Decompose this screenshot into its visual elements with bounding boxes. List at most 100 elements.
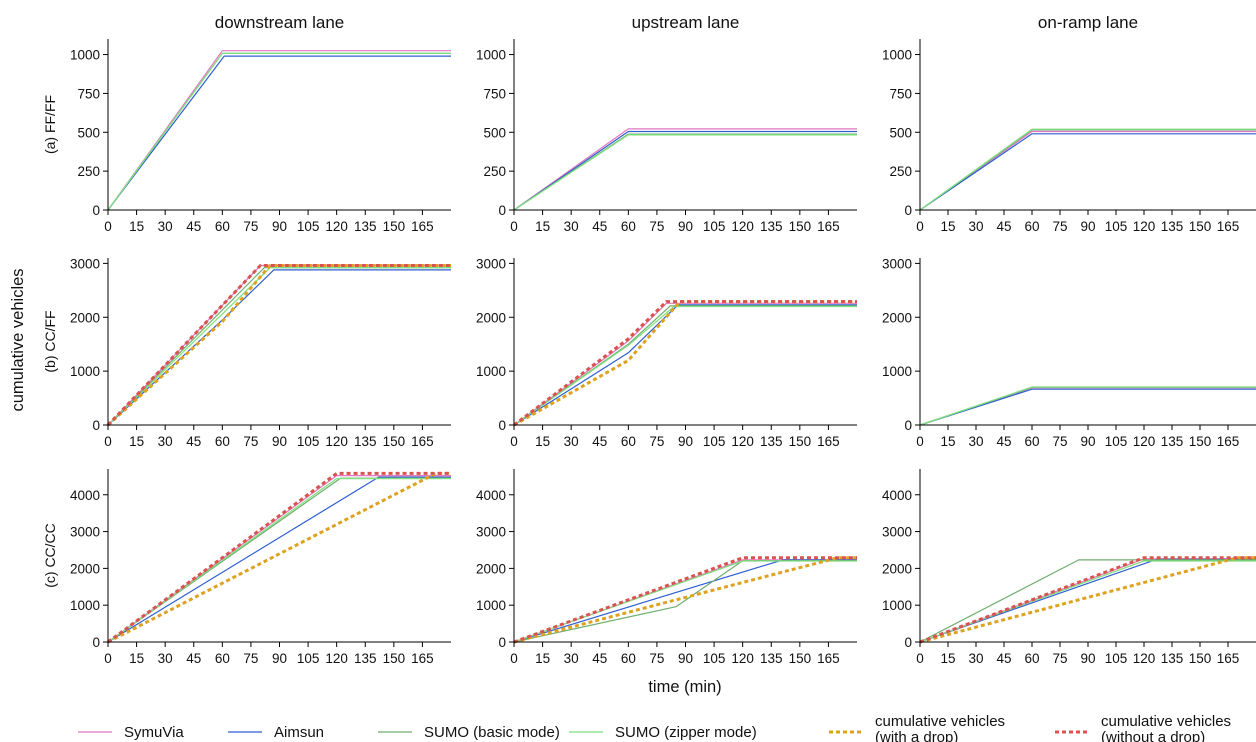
series-line [107, 471, 451, 644]
series-line [107, 478, 451, 643]
legend-label: SUMO (basic mode) [424, 724, 560, 741]
x-tick-label: 135 [760, 219, 783, 234]
x-tick-label: 60 [1024, 434, 1039, 449]
series-line [919, 129, 1256, 211]
x-tick-label: 150 [1189, 651, 1212, 666]
x-tick-label: 30 [968, 651, 983, 666]
x-tick-label: 105 [297, 651, 320, 666]
x-tick-label: 75 [1052, 651, 1067, 666]
panel: 0 1000 2000 3000 4000 0 15 30 45 60 75 90 105 120 135 1… [476, 469, 857, 666]
series-line [919, 559, 1256, 643]
x-tick-label: 135 [760, 651, 783, 666]
x-tick-label: 90 [678, 219, 693, 234]
series-line [513, 305, 857, 426]
y-tick-label: 0 [904, 635, 912, 650]
x-tick-label: 45 [186, 219, 201, 234]
x-tick-label: 165 [1217, 651, 1240, 666]
x-tick-label: 165 [817, 434, 840, 449]
series-line [513, 305, 857, 426]
y-tick-label: 1000 [882, 48, 912, 63]
x-tick-label: 45 [592, 651, 607, 666]
x-tick-label: 105 [1105, 651, 1128, 666]
x-tick-label: 90 [1080, 219, 1095, 234]
x-tick-label: 45 [186, 651, 201, 666]
series-line [107, 52, 451, 211]
panel: 0 1000 2000 3000 4000 0 15 30 45 60 75 90 105 120 135 1… [70, 469, 451, 666]
y-tick-label: 2000 [476, 561, 506, 576]
y-tick-label: 0 [92, 635, 100, 650]
x-tick-label: 75 [243, 219, 258, 234]
y-tick-label: 3000 [70, 256, 100, 271]
x-tick-label: 30 [564, 651, 579, 666]
x-tick-label: 75 [1052, 434, 1067, 449]
y-tick-label: 0 [498, 635, 506, 650]
x-tick-label: 75 [1052, 219, 1067, 234]
y-tick-label: 3000 [70, 525, 100, 540]
x-tick-label: 105 [703, 219, 726, 234]
x-tick-label: 150 [1189, 219, 1212, 234]
series-line [513, 559, 857, 643]
x-tick-label: 120 [1133, 434, 1156, 449]
x-tick-label: 30 [564, 434, 579, 449]
y-tick-label: 2000 [70, 310, 100, 325]
x-tick-label: 165 [817, 219, 840, 234]
series-line [919, 556, 1256, 644]
x-tick-label: 0 [510, 219, 518, 234]
x-tick-label: 120 [731, 434, 754, 449]
y-tick-label: 500 [483, 125, 506, 140]
x-tick-label: 15 [940, 219, 955, 234]
x-tick-label: 45 [996, 219, 1011, 234]
y-tick-label: 1000 [882, 598, 912, 613]
series-line [106, 264, 451, 427]
x-tick-label: 135 [1161, 219, 1184, 234]
x-tick-label: 105 [297, 219, 320, 234]
y-tick-label: 500 [889, 125, 912, 140]
y-tick-label: 4000 [70, 488, 100, 503]
series-line [513, 128, 857, 211]
panel: 0 1000 2000 3000 0 15 30 45 60 75 90 105 120 135 150 16… [70, 256, 451, 449]
y-tick-label: 1000 [70, 598, 100, 613]
x-tick-label: 15 [129, 434, 144, 449]
column-title: upstream lane [632, 13, 740, 32]
x-tick-label: 165 [817, 651, 840, 666]
x-tick-label: 120 [325, 434, 348, 449]
y-tick-label: 1000 [70, 364, 100, 379]
series-line [919, 386, 1256, 426]
x-axis-title: time (min) [648, 678, 721, 696]
x-tick-label: 90 [1080, 651, 1095, 666]
x-tick-label: 0 [916, 219, 924, 234]
x-tick-label: 90 [272, 434, 287, 449]
x-tick-label: 150 [789, 219, 812, 234]
series-line [919, 387, 1256, 426]
panel: 0 1000 2000 3000 0 15 30 45 60 75 90 105 120 135 150 16… [476, 256, 857, 449]
series-line [919, 556, 1256, 644]
legend-label-line: (without a drop) [1101, 729, 1205, 742]
series-line [513, 302, 857, 426]
x-tick-label: 150 [789, 434, 812, 449]
x-tick-label: 60 [1024, 651, 1039, 666]
panel: 0 250 500 750 1000 0 15 30 45 60 75 90 105 120 135 150 1… [70, 39, 451, 234]
x-tick-label: 15 [129, 219, 144, 234]
x-tick-label: 60 [215, 434, 230, 449]
y-tick-label: 0 [92, 203, 100, 218]
column-title: on-ramp lane [1038, 13, 1138, 32]
x-tick-label: 105 [297, 434, 320, 449]
series-line [107, 55, 451, 211]
x-tick-label: 60 [1024, 219, 1039, 234]
legend-label: cumulative vehicles (without a drop) [1101, 713, 1231, 742]
legend-label-line: (with a drop) [875, 729, 958, 742]
y-tick-label: 0 [904, 203, 912, 218]
y-tick-label: 750 [483, 86, 506, 101]
x-tick-label: 15 [940, 434, 955, 449]
y-tick-label: 250 [77, 164, 100, 179]
x-tick-label: 15 [535, 434, 550, 449]
y-tick-label: 2000 [476, 310, 506, 325]
x-tick-label: 75 [243, 434, 258, 449]
x-tick-label: 135 [760, 434, 783, 449]
series-line [513, 300, 857, 427]
x-tick-label: 90 [678, 434, 693, 449]
legend-label: cumulative vehicles (with a drop) [875, 713, 1005, 742]
x-tick-label: 150 [789, 651, 812, 666]
x-tick-label: 90 [272, 219, 287, 234]
x-tick-label: 15 [129, 651, 144, 666]
